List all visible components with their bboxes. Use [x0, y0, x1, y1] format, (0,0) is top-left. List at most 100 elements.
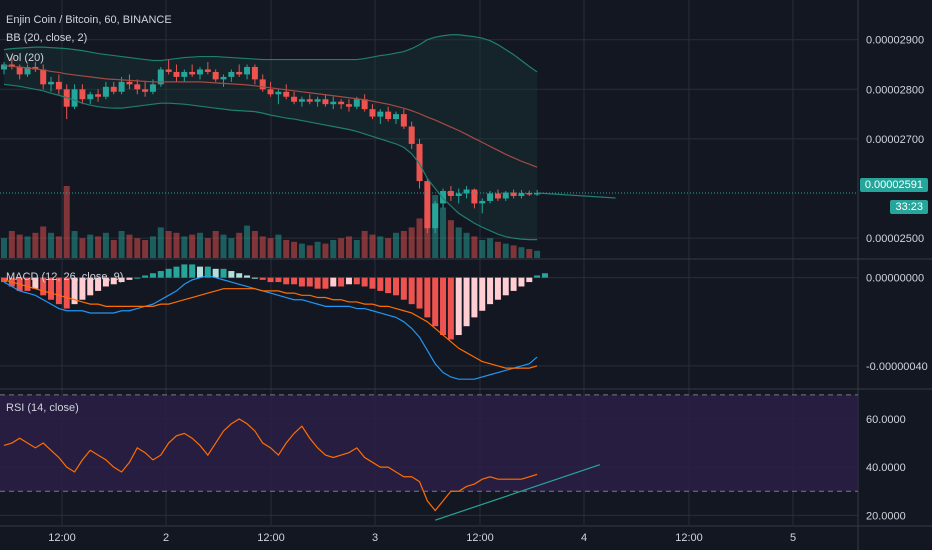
- rsi-legend[interactable]: RSI (14, close): [6, 402, 79, 414]
- candle-body: [8, 64, 15, 67]
- time-tick-label: 12:00: [48, 532, 76, 544]
- candle-body: [345, 104, 352, 107]
- rsi-band: [0, 394, 858, 492]
- volume-legend[interactable]: Vol (20): [6, 52, 44, 64]
- candle-body: [102, 86, 109, 97]
- volume-bar: [502, 243, 509, 258]
- candle-body: [487, 193, 494, 201]
- volume-bar: [385, 238, 392, 258]
- volume-bar: [228, 238, 235, 258]
- volume-bar: [181, 236, 188, 258]
- macd-histogram-bar: [479, 277, 486, 311]
- candle-body: [416, 143, 423, 182]
- candle-body: [408, 126, 415, 144]
- macd-histogram-bar: [345, 277, 352, 285]
- volume-bar: [494, 241, 501, 258]
- macd-tick-label: -0.00000040: [866, 361, 928, 373]
- macd-histogram-bar: [455, 277, 462, 336]
- candle-body: [369, 109, 376, 117]
- macd-histogram-bar: [291, 277, 298, 285]
- macd-histogram-bar: [134, 277, 141, 279]
- volume-bar: [291, 241, 298, 258]
- candle-body: [197, 69, 203, 75]
- candle-body: [220, 76, 227, 80]
- volume-bar: [510, 245, 517, 258]
- volume-bar: [16, 234, 23, 258]
- macd-histogram-bar: [197, 266, 203, 278]
- macd-histogram-bar: [330, 277, 337, 287]
- volume-bar: [236, 232, 243, 258]
- last-price-tag: 0.00002591: [859, 178, 928, 192]
- macd-histogram-bar: [298, 277, 305, 287]
- volume-bar: [110, 240, 117, 258]
- candle-body: [393, 114, 399, 120]
- bb-mid-line: [3, 64, 538, 168]
- macd-histogram-bar: [306, 277, 313, 287]
- volume-bar: [8, 231, 15, 258]
- macd-histogram-bar: [24, 277, 31, 291]
- volume-bar: [283, 240, 290, 258]
- volume-bar: [393, 232, 399, 258]
- macd-histogram-bar: [251, 277, 258, 279]
- candle-body: [32, 66, 39, 70]
- bb-lower-line: [3, 83, 538, 241]
- candle-body: [322, 99, 329, 105]
- time-tick-label: 12:00: [257, 532, 285, 544]
- candle-body: [440, 191, 447, 204]
- macd-histogram-bar: [369, 277, 376, 289]
- macd-legend[interactable]: MACD (12, 26, close, 9): [6, 271, 124, 283]
- candle-body: [518, 193, 525, 196]
- candle-body: [534, 193, 541, 195]
- candle-body: [95, 94, 102, 97]
- volume-bar: [416, 218, 423, 258]
- candle-body: [455, 193, 462, 196]
- candle-body: [204, 69, 211, 72]
- macd-histogram-bar: [181, 264, 188, 278]
- candles[interactable]: [1, 57, 541, 234]
- volume-bar: [79, 238, 86, 258]
- macd-histogram-bar: [408, 277, 415, 305]
- macd-histogram-bar: [534, 275, 541, 278]
- rsi-pane[interactable]: [3, 418, 601, 521]
- volume-bar: [369, 234, 376, 258]
- macd-histogram-bar: [259, 277, 266, 280]
- macd-histogram-bar: [173, 266, 180, 278]
- volume-bar: [1, 238, 7, 258]
- macd-histogram-bar: [40, 277, 47, 296]
- volume-bar: [40, 226, 47, 258]
- candle-body: [181, 71, 188, 77]
- volume-bar: [338, 238, 345, 258]
- macd-histogram-bar: [102, 277, 109, 287]
- volume-bar: [134, 238, 141, 258]
- candle-body: [479, 200, 486, 204]
- macd-pane[interactable]: [1, 264, 548, 380]
- symbol-title[interactable]: Enjin Coin / Bitcoin, 60, BINANCE: [6, 14, 172, 26]
- macd-histogram-bar: [267, 277, 274, 283]
- volume-bar: [173, 232, 180, 258]
- macd-histogram-bar: [447, 277, 454, 340]
- rsi-tick-label: 20.0000: [866, 510, 906, 522]
- macd-histogram-bar: [228, 271, 235, 278]
- candle-body: [189, 71, 196, 75]
- candle-body: [283, 91, 290, 97]
- volume-bar: [24, 236, 31, 258]
- volume-bar: [534, 250, 541, 258]
- price-tick-label: 0.00002500: [866, 233, 924, 245]
- rsi-tick-label: 60.0000: [866, 414, 906, 426]
- volume-bar: [251, 231, 258, 258]
- bb-projection-line: [537, 192, 616, 199]
- candle-body: [40, 69, 47, 85]
- price-tick-label: 0.00002800: [866, 84, 924, 96]
- candle-body: [236, 71, 243, 75]
- candle-body: [267, 89, 274, 95]
- volume-bar: [102, 232, 109, 258]
- bb-legend[interactable]: BB (20, close, 2): [6, 32, 88, 44]
- macd-histogram-bar: [63, 277, 70, 309]
- volume-bar: [408, 227, 415, 258]
- time-tick-label: 4: [581, 532, 587, 544]
- time-tick-label: 2: [163, 532, 169, 544]
- volume-bar: [63, 186, 70, 258]
- volume-bar: [32, 232, 39, 258]
- macd-histogram-bar: [400, 277, 407, 300]
